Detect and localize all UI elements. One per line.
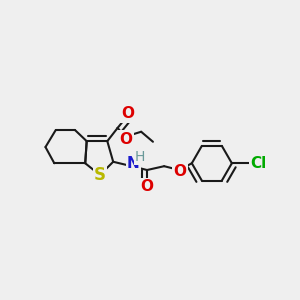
- Text: O: O: [173, 164, 187, 179]
- Text: N: N: [127, 156, 140, 171]
- Text: Cl: Cl: [250, 156, 266, 171]
- Text: O: O: [119, 132, 132, 147]
- Text: O: O: [141, 179, 154, 194]
- Text: S: S: [94, 166, 106, 184]
- Text: O: O: [122, 106, 134, 121]
- Text: H: H: [135, 150, 145, 164]
